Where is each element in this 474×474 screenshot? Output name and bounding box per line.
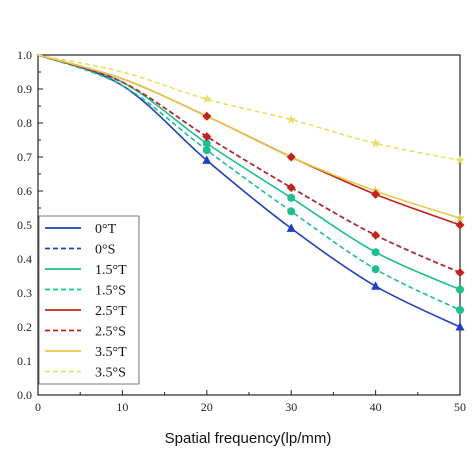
data-point [371, 248, 380, 257]
data-point [456, 306, 464, 314]
y-tick-label: 0.3 [17, 286, 32, 300]
data-point [286, 114, 296, 124]
data-point [202, 111, 212, 121]
data-point [287, 207, 296, 216]
y-tick-label: 0.6 [17, 184, 32, 198]
data-point [202, 132, 212, 142]
axes: 0 10 20 30 40 50 0.0 0.1 0.2 0.3 0.4 0.5 0.6 0.7 0.8 0.… [17, 48, 466, 414]
y-tick-label: 0.0 [17, 388, 32, 402]
series-line [37, 54, 461, 226]
y-tick-label: 0.1 [17, 354, 32, 368]
series-line [37, 54, 461, 219]
x-axis-title: Spatial frequency(lp/mm) [165, 430, 332, 447]
data-point [456, 285, 464, 294]
markers-layer [202, 94, 465, 331]
legend-label: 3.5°T [95, 345, 127, 360]
legend-label: 1.5°T [95, 263, 127, 278]
data-point [202, 146, 211, 155]
series-layer [37, 54, 461, 328]
data-point [371, 281, 381, 290]
series-line [37, 54, 461, 274]
x-tick-label: 20 [201, 400, 213, 414]
data-point [286, 183, 296, 193]
legend-box [38, 215, 140, 385]
x-tick-label: 0 [35, 400, 41, 414]
y-tick-label: 1.0 [17, 48, 32, 62]
legend-label: 2.5°S [95, 325, 126, 340]
y-tick-label: 0.4 [17, 252, 32, 266]
legend-label: 2.5°T [95, 304, 127, 319]
y-tick-label: 0.8 [17, 116, 32, 130]
legend-label: 1.5°S [95, 284, 126, 299]
data-point [455, 220, 465, 230]
data-point [455, 213, 465, 223]
y-tick-label: 0.2 [17, 320, 32, 334]
data-point [202, 155, 212, 164]
data-point [371, 265, 380, 274]
data-point [455, 322, 465, 331]
data-point [202, 94, 212, 104]
x-tick-label: 40 [370, 400, 382, 414]
y-tick-label: 0.9 [17, 82, 32, 96]
x-tick-label: 50 [454, 400, 466, 414]
series-line [37, 54, 461, 162]
legend: 0°T 0°S 1.5°T 1.5°S 2.5°T 2.5°S 3.5°T 3.5°S [38, 215, 140, 385]
series-line [37, 54, 461, 311]
data-point [286, 152, 296, 162]
y-tick-label: 0.7 [17, 150, 32, 164]
legend-label: 3.5°S [95, 366, 126, 381]
data-point [202, 139, 211, 148]
legend-label: 0°T [95, 222, 117, 237]
x-tick-label: 30 [285, 400, 297, 414]
x-tick-label: 10 [116, 400, 128, 414]
y-tick-label: 0.5 [17, 218, 32, 232]
data-point [371, 230, 381, 240]
data-point [287, 193, 296, 202]
data-point [370, 138, 381, 148]
legend-label: 0°S [95, 243, 115, 258]
data-point [371, 189, 381, 199]
data-point [455, 268, 465, 278]
data-point [455, 155, 465, 165]
data-point [286, 223, 296, 232]
